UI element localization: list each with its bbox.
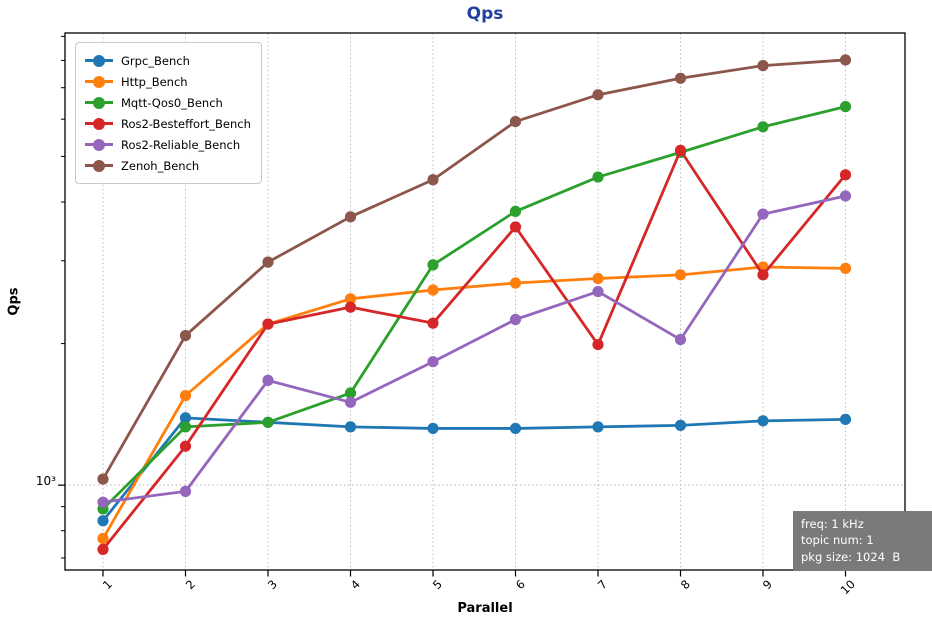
legend-marker-icon [85, 138, 113, 151]
data-point-Http_Bench [509, 277, 522, 289]
series-line-Ros2-Besteffort_Bench [101, 148, 847, 551]
data-point-Grpc_Bench [179, 412, 192, 424]
data-point-Ros2-Reliable_Bench [97, 496, 109, 508]
legend-item-Ros2-Reliable_Bench: Ros2-Reliable_Bench [85, 134, 251, 155]
legend-item-Mqtt-Qos0_Bench: Mqtt-Qos0_Bench [85, 92, 251, 113]
data-point-Ros2-Reliable_Bench [344, 396, 357, 408]
data-point-Http_Bench [179, 390, 192, 402]
annotation-line: pkg size: 1024 B [801, 549, 901, 564]
data-point-Grpc_Bench [427, 422, 439, 435]
data-point-Ros2-Besteffort_Bench [97, 543, 109, 556]
data-point-Mqtt-Qos0_Bench [344, 387, 357, 399]
data-point-Zenoh_Bench [509, 115, 522, 128]
data-point-Mqtt-Qos0_Bench [262, 416, 274, 428]
data-point-Ros2-Reliable_Bench [674, 333, 687, 346]
legend-marker-icon [85, 159, 113, 172]
x-axis-label: Parallel [457, 601, 513, 616]
data-point-Zenoh_Bench [179, 329, 192, 342]
data-point-Zenoh_Bench [757, 60, 769, 72]
annotation-line: topic num: 1 [801, 533, 874, 548]
data-point-Mqtt-Qos0_Bench [179, 421, 192, 433]
data-point-Grpc_Bench [344, 421, 357, 433]
legend-item-Grpc_Bench: Grpc_Bench [85, 50, 251, 71]
annotation-box: freq: 1 kHz topic num: 1 pkg size: 1024 B [793, 511, 932, 571]
data-point-Ros2-Reliable_Bench [757, 208, 769, 220]
data-point-Zenoh_Bench [262, 256, 274, 268]
data-point-Zenoh_Bench [674, 72, 687, 84]
legend-marker-icon [85, 75, 113, 88]
data-point-Zenoh_Bench [97, 473, 109, 485]
data-point-Http_Bench [592, 272, 604, 285]
data-point-Ros2-Reliable_Bench [262, 374, 274, 386]
series-line-Grpc_Bench [101, 416, 846, 522]
data-point-Ros2-Besteffort_Bench [592, 338, 604, 351]
legend-label: Zenoh_Bench [121, 158, 200, 173]
data-point-Grpc_Bench [509, 422, 522, 435]
legend-label: Http_Bench [121, 74, 188, 89]
legend-item-Ros2-Besteffort_Bench: Ros2-Besteffort_Bench [85, 113, 251, 134]
annotation-line: freq: 1 kHz [801, 517, 864, 531]
data-point-Mqtt-Qos0_Bench [839, 101, 852, 113]
series-line-Ros2-Reliable_Bench [102, 194, 846, 504]
data-point-Zenoh_Bench [592, 89, 604, 101]
data-point-Mqtt-Qos0_Bench [427, 259, 439, 271]
chart-title: Qps [466, 4, 504, 24]
data-point-Zenoh_Bench [427, 174, 439, 186]
data-point-Grpc_Bench [97, 515, 109, 527]
legend: Grpc_Bench Http_Bench Mqtt-Qos0_Bench Ros2-… [75, 42, 262, 184]
data-point-Grpc_Bench [839, 413, 852, 425]
y-tick-label: 10³ [35, 474, 56, 488]
data-point-Ros2-Besteffort_Bench [344, 301, 357, 313]
legend-marker-icon [85, 96, 113, 109]
data-point-Ros2-Reliable_Bench [179, 485, 192, 497]
data-point-Zenoh_Bench [839, 54, 852, 66]
data-point-Ros2-Besteffort_Bench [674, 144, 687, 156]
data-point-Mqtt-Qos0_Bench [757, 121, 769, 133]
legend-marker-icon [85, 117, 113, 130]
data-point-Http_Bench [427, 284, 439, 296]
data-point-Ros2-Besteffort_Bench [179, 440, 192, 452]
legend-item-Http_Bench: Http_Bench [85, 71, 251, 92]
data-point-Ros2-Besteffort_Bench [427, 317, 439, 329]
data-point-Ros2-Reliable_Bench [509, 313, 522, 326]
data-point-Ros2-Reliable_Bench [592, 285, 604, 298]
legend-label: Ros2-Reliable_Bench [121, 137, 241, 152]
data-point-Grpc_Bench [757, 415, 769, 427]
data-point-Http_Bench [674, 269, 687, 281]
data-point-Grpc_Bench [674, 419, 687, 431]
legend-label: Ros2-Besteffort_Bench [121, 116, 251, 131]
data-point-Ros2-Besteffort_Bench [509, 221, 522, 233]
legend-label: Grpc_Bench [121, 53, 190, 68]
legend-label: Mqtt-Qos0_Bench [121, 95, 223, 110]
data-point-Ros2-Besteffort_Bench [262, 318, 274, 330]
series-line-Zenoh_Bench [101, 58, 846, 480]
data-point-Ros2-Besteffort_Bench [757, 269, 769, 281]
legend-marker-icon [85, 54, 113, 67]
data-point-Mqtt-Qos0_Bench [592, 171, 604, 183]
data-point-Ros2-Reliable_Bench [839, 190, 852, 202]
series-line-Mqtt-Qos0_Bench [102, 105, 846, 510]
legend-item-Zenoh_Bench: Zenoh_Bench [85, 155, 251, 176]
data-point-Mqtt-Qos0_Bench [509, 205, 522, 218]
data-point-Grpc_Bench [592, 421, 604, 433]
series-line-Http_Bench [101, 265, 846, 540]
data-point-Http_Bench [344, 293, 357, 305]
data-point-Ros2-Besteffort_Bench [839, 169, 852, 181]
data-point-Zenoh_Bench [344, 211, 357, 223]
data-point-Ros2-Reliable_Bench [427, 356, 439, 368]
axes-spines [64, 32, 906, 571]
data-point-Http_Bench [839, 262, 852, 274]
data-point-Http_Bench [97, 532, 109, 545]
